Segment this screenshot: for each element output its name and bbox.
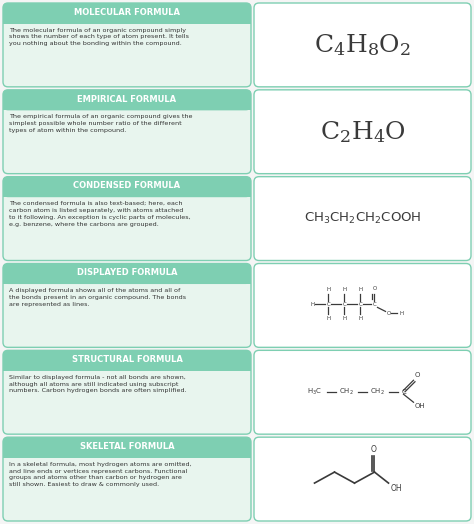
Text: The condensed formula is also text-based; here, each
carbon atom is listed separ: The condensed formula is also text-based… bbox=[9, 201, 191, 226]
Text: EMPIRICAL FORMULA: EMPIRICAL FORMULA bbox=[77, 95, 176, 104]
FancyBboxPatch shape bbox=[3, 264, 251, 284]
Text: C: C bbox=[373, 302, 376, 307]
FancyBboxPatch shape bbox=[3, 177, 251, 260]
Text: O: O bbox=[371, 445, 376, 454]
Text: H: H bbox=[310, 302, 315, 307]
Text: OH: OH bbox=[414, 403, 425, 409]
Text: $\mathregular{C_4H_8O_2}$: $\mathregular{C_4H_8O_2}$ bbox=[314, 32, 411, 58]
Text: $\mathregular{CH_2}$: $\mathregular{CH_2}$ bbox=[339, 387, 355, 397]
FancyBboxPatch shape bbox=[3, 351, 251, 434]
Text: $\mathregular{CH_3CH_2CH_2COOH}$: $\mathregular{CH_3CH_2CH_2COOH}$ bbox=[304, 211, 421, 226]
Text: A displayed formula shows all of the atoms and all of
the bonds present in an or: A displayed formula shows all of the ato… bbox=[9, 288, 186, 307]
Bar bbox=[3, 274, 251, 284]
Text: DISPLAYED FORMULA: DISPLAYED FORMULA bbox=[77, 268, 177, 277]
Text: Similar to displayed formula - not all bonds are shown,
although all atoms are s: Similar to displayed formula - not all b… bbox=[9, 375, 187, 394]
FancyBboxPatch shape bbox=[3, 177, 251, 197]
Bar bbox=[3, 13, 251, 24]
Text: $\mathregular{H_3C}$: $\mathregular{H_3C}$ bbox=[308, 387, 323, 397]
Bar bbox=[3, 447, 251, 457]
Bar bbox=[3, 187, 251, 197]
Text: In a skeletal formula, most hydrogen atoms are omitted,
and line ends or vertice: In a skeletal formula, most hydrogen ato… bbox=[9, 462, 191, 487]
Text: O: O bbox=[414, 372, 420, 378]
Text: H: H bbox=[342, 288, 346, 292]
Text: The molecular formula of an organic compound simply
shows the number of each typ: The molecular formula of an organic comp… bbox=[9, 28, 189, 46]
Text: H: H bbox=[327, 288, 330, 292]
Text: The empirical formula of an organic compound gives the
simplest possible whole n: The empirical formula of an organic comp… bbox=[9, 114, 192, 133]
Text: $\mathregular{CH_2}$: $\mathregular{CH_2}$ bbox=[371, 387, 385, 397]
FancyBboxPatch shape bbox=[3, 3, 251, 87]
Text: H: H bbox=[327, 316, 330, 321]
Text: H: H bbox=[342, 316, 346, 321]
Text: MOLECULAR FORMULA: MOLECULAR FORMULA bbox=[74, 8, 180, 17]
Text: STRUCTURAL FORMULA: STRUCTURAL FORMULA bbox=[72, 355, 182, 364]
FancyBboxPatch shape bbox=[3, 90, 251, 173]
Text: C: C bbox=[359, 302, 363, 307]
Bar bbox=[3, 100, 251, 111]
FancyBboxPatch shape bbox=[254, 437, 471, 521]
Text: O: O bbox=[386, 311, 391, 316]
Text: CONDENSED FORMULA: CONDENSED FORMULA bbox=[73, 181, 181, 190]
FancyBboxPatch shape bbox=[3, 351, 251, 371]
FancyBboxPatch shape bbox=[3, 437, 251, 521]
Text: SKELETAL FORMULA: SKELETAL FORMULA bbox=[80, 442, 174, 451]
Text: OH: OH bbox=[391, 484, 402, 493]
Text: C: C bbox=[327, 302, 330, 307]
FancyBboxPatch shape bbox=[3, 90, 251, 111]
Text: H: H bbox=[358, 288, 363, 292]
Text: O: O bbox=[373, 287, 377, 291]
FancyBboxPatch shape bbox=[3, 264, 251, 347]
FancyBboxPatch shape bbox=[254, 351, 471, 434]
FancyBboxPatch shape bbox=[3, 3, 251, 24]
FancyBboxPatch shape bbox=[254, 177, 471, 260]
Text: $\mathregular{C_2H_4O}$: $\mathregular{C_2H_4O}$ bbox=[319, 119, 405, 145]
Text: C: C bbox=[343, 302, 346, 307]
Text: H: H bbox=[358, 316, 363, 321]
Text: C: C bbox=[401, 389, 406, 395]
Text: H: H bbox=[400, 311, 404, 316]
FancyBboxPatch shape bbox=[254, 264, 471, 347]
FancyBboxPatch shape bbox=[254, 3, 471, 87]
Bar bbox=[3, 361, 251, 371]
FancyBboxPatch shape bbox=[3, 437, 251, 457]
FancyBboxPatch shape bbox=[254, 90, 471, 173]
